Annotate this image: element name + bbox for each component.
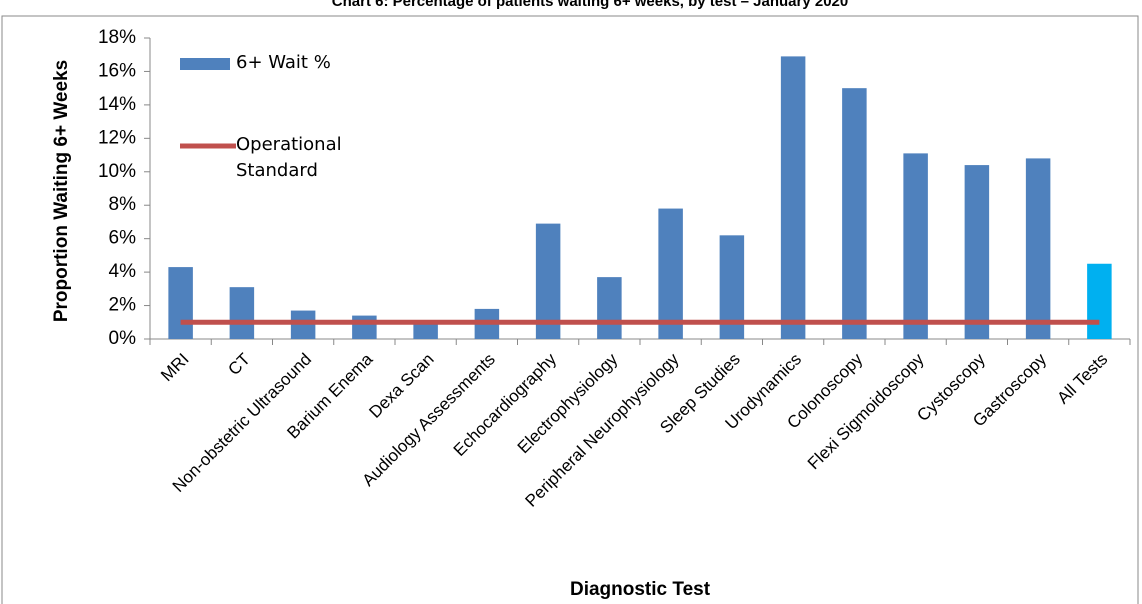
bar [903, 153, 928, 339]
bar [964, 165, 990, 339]
y-axis-label: Proportion Waiting 6+ Weeks [51, 60, 72, 322]
y-tick-label: 14% [98, 94, 136, 115]
y-tick-label: 18% [98, 27, 136, 48]
y-tick-label: 10% [98, 161, 136, 182]
x-tick-label: CT [224, 350, 253, 379]
bar [658, 208, 683, 339]
x-axis-label: Diagnostic Test [570, 579, 711, 600]
legend-label: Operational Standard [236, 134, 342, 181]
y-tick-label: 16% [98, 60, 136, 81]
y-tick-label: 0% [109, 328, 137, 349]
bar [597, 277, 622, 339]
legend-entry: Operational Standard [236, 134, 342, 181]
y-tick-label: 12% [98, 127, 136, 148]
bar [780, 56, 806, 340]
bar [168, 267, 193, 339]
bar [1087, 263, 1112, 339]
x-tick-label: MRI [157, 350, 192, 385]
y-tick-label: 8% [109, 194, 137, 215]
legend-label: 6+ Wait % [236, 52, 331, 73]
y-tick-label: 2% [109, 295, 137, 316]
y-tick-label: 6% [109, 228, 137, 249]
bar [535, 223, 561, 339]
x-tick-label: Echocardiography [450, 349, 561, 460]
x-tick-label: All Tests [1053, 350, 1111, 408]
bar [352, 315, 377, 339]
chart-border [1, 15, 1139, 604]
x-tick-label: Flexi Sigmoidoscopy [804, 349, 928, 473]
legend-swatch [180, 58, 230, 70]
legend-entry: 6+ Wait % [236, 52, 331, 73]
bar [1025, 158, 1051, 339]
y-tick-label: 4% [109, 261, 137, 282]
bar [290, 310, 316, 339]
bar [413, 322, 438, 339]
bar [842, 88, 867, 340]
bar [229, 287, 255, 339]
chart-title: Chart 6: Percentage of patients waiting … [332, 0, 848, 10]
